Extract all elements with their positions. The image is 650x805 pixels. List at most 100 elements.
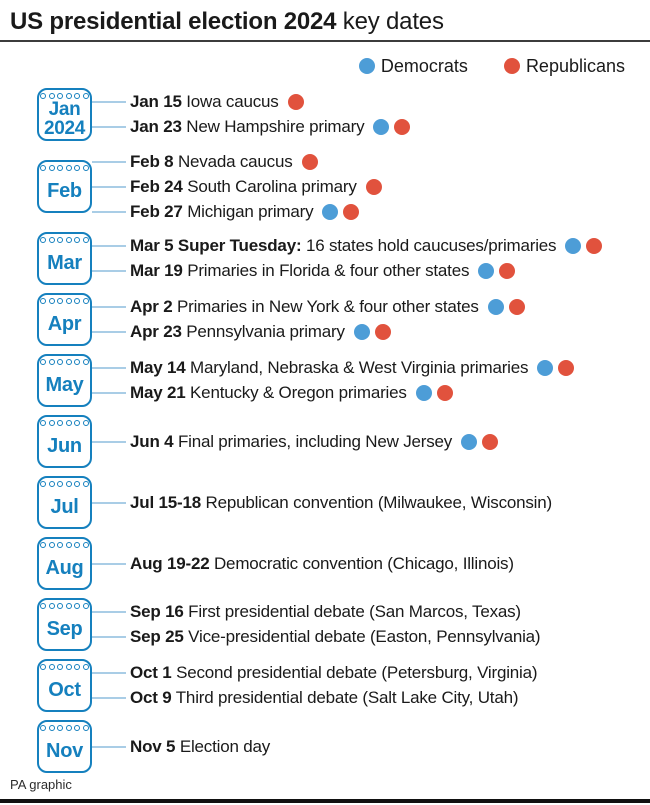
event-text: Mar 19 Primaries in Florida & four other… — [130, 261, 469, 281]
month-name: Aug — [45, 557, 84, 579]
calendar-ring-icon — [57, 298, 64, 304]
calendar-icon: Feb — [37, 160, 92, 213]
month-group-feb: Feb Feb 8 Nevada caucus Feb 24 South Carol… — [37, 149, 650, 224]
event-row: Feb 27 Michigan primary — [92, 199, 382, 224]
event-date: Jul 15-18 — [130, 492, 201, 512]
calendar-rings — [40, 542, 89, 548]
democrat-dot-icon — [461, 433, 478, 450]
legend-label-republicans: Republicans — [525, 55, 625, 76]
event-text: Mar 5 Super Tuesday: 16 states hold cauc… — [130, 236, 557, 256]
event-date: Sep 16 — [130, 602, 184, 621]
event-text: Feb 27 Michigan primary — [130, 202, 314, 222]
events-list: Jun 4 Final primaries, including New Jer… — [92, 429, 499, 454]
connector-line — [92, 672, 126, 674]
calendar-icon: Jul — [37, 476, 92, 529]
calendar-rings — [40, 481, 89, 487]
calendar-rings — [40, 603, 89, 609]
calendar-rings — [40, 420, 89, 426]
header: US presidential election 2024 key dates — [0, 0, 650, 36]
events-list: Feb 8 Nevada caucus Feb 24 South Carolina… — [92, 149, 382, 224]
event-row: Jul 15-18 Republican convention (Milwauk… — [92, 490, 552, 515]
calendar-ring-icon — [57, 165, 64, 171]
democrat-dot-icon — [373, 119, 390, 135]
republican-dot-icon — [301, 153, 318, 170]
event-row: May 21 Kentucky & Oregon primaries — [92, 381, 574, 406]
month-group-mar: Mar Mar 5 Super Tuesday: 16 states hold c… — [37, 232, 650, 285]
event-description: Third presidential debate (Salt Lake Cit… — [175, 688, 519, 707]
calendar-rings — [40, 359, 89, 365]
month-label: Nov — [46, 731, 83, 771]
connector-line — [92, 210, 126, 213]
event-row: Apr 23 Pennsylvania primary — [92, 320, 525, 345]
event-date: Mar 5 Super Tuesday: — [130, 236, 302, 255]
month-group-sep: Sep Sep 16 First presidential debate (San… — [37, 598, 650, 651]
calendar-ring-icon — [48, 664, 55, 670]
democrat-dot-icon — [537, 360, 554, 376]
month-label: Jun — [47, 426, 82, 466]
democrat-dot-icon — [353, 324, 370, 340]
democrat-dot-icon — [415, 385, 432, 401]
event-row: Oct 1 Second presidential debate (Peters… — [92, 661, 538, 686]
event-description: 16 states hold caucuses/primaries — [305, 236, 557, 255]
calendar-ring-icon — [57, 481, 64, 487]
calendar-ring-icon — [65, 359, 72, 365]
calendar-ring-icon — [82, 481, 89, 487]
month-label: May — [45, 365, 83, 405]
event-date: Apr 2 — [130, 297, 173, 316]
month-group-may: May May 14 Maryland, Nebraska & West Virg… — [37, 354, 650, 407]
event-text: Jul 15-18 Republican convention (Milwauk… — [130, 493, 552, 513]
calendar-ring-icon — [57, 603, 64, 609]
events-list: Jul 15-18 Republican convention (Milwauk… — [92, 490, 552, 515]
calendar-ring-icon — [40, 664, 47, 670]
month-label: Apr — [48, 304, 82, 344]
calendar-ring-icon — [74, 237, 81, 243]
calendar-ring-icon — [65, 603, 72, 609]
event-row: Jan 15 Iowa caucus — [92, 90, 410, 115]
event-row: Aug 19-22 Democratic convention (Chicago… — [92, 551, 514, 576]
event-date: Nov 5 — [130, 736, 176, 756]
event-description: Republican convention (Milwaukee, Wiscon… — [205, 492, 553, 512]
calendar-ring-icon — [57, 93, 64, 99]
calendar-ring-icon — [40, 237, 47, 243]
calendar-ring-icon — [74, 165, 81, 171]
event-text: Apr 2 Primaries in New York & four other… — [130, 297, 479, 317]
calendar-rings — [40, 165, 89, 171]
event-row: Nov 5 Election day — [92, 734, 270, 759]
events-list: Sep 16 First presidential debate (San Ma… — [92, 600, 541, 650]
event-row: Apr 2 Primaries in New York & four other… — [92, 295, 525, 320]
connector-line — [92, 126, 126, 128]
calendar-ring-icon — [48, 420, 55, 426]
calendar-ring-icon — [82, 237, 89, 243]
month-name: Jun — [47, 435, 82, 457]
month-name: Mar — [47, 252, 82, 274]
event-date: Oct 9 — [130, 688, 172, 707]
calendar-ring-icon — [65, 725, 72, 731]
calendar-ring-icon — [65, 664, 72, 670]
connector-line — [92, 101, 126, 103]
calendar-ring-icon — [65, 237, 72, 243]
event-date: Sep 25 — [130, 627, 184, 646]
event-description: Maryland, Nebraska & West Virginia prima… — [190, 358, 529, 377]
event-date: Aug 19-22 — [130, 553, 210, 573]
connector-line — [92, 562, 126, 565]
legend: Democrats Republicans — [0, 56, 650, 76]
calendar-ring-icon — [40, 481, 47, 487]
month-name: Oct — [48, 679, 81, 701]
calendar-icon: Jun — [37, 415, 92, 468]
connector-line — [92, 611, 126, 613]
month-name: Jan — [48, 99, 81, 120]
calendar-icon: Mar — [37, 232, 92, 285]
event-row: Feb 8 Nevada caucus — [92, 149, 382, 174]
calendar-ring-icon — [40, 359, 47, 365]
calendar-ring-icon — [57, 725, 64, 731]
page-title-bold: US presidential election 2024 — [10, 8, 337, 35]
republican-dot-icon — [499, 263, 516, 279]
event-text: Feb 24 South Carolina primary — [130, 177, 357, 197]
event-row: Oct 9 Third presidential debate (Salt La… — [92, 686, 537, 711]
calendar-ring-icon — [74, 93, 81, 99]
event-description: Final primaries, including New Jersey — [177, 431, 453, 451]
connector-line — [92, 745, 126, 748]
calendar-ring-icon — [57, 420, 64, 426]
calendar-icon: May — [37, 354, 92, 407]
calendar-ring-icon — [40, 542, 47, 548]
